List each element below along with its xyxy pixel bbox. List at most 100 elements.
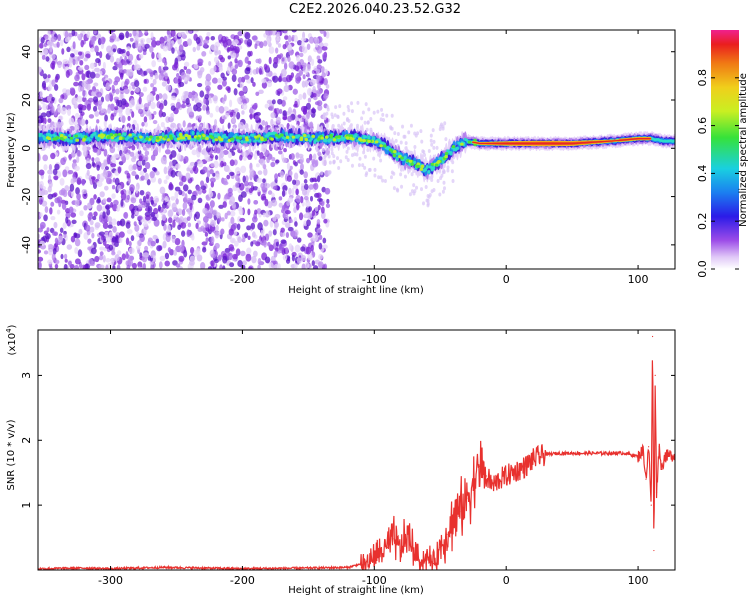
noise-speck: [113, 80, 119, 86]
noise-speck: [116, 57, 120, 65]
noise-speck: [356, 123, 360, 128]
noise-speck: [235, 182, 239, 189]
noise-speck: [381, 178, 385, 183]
noise-speck: [77, 118, 82, 124]
noise-speck: [186, 167, 191, 172]
noise-speck: [202, 216, 209, 223]
noise-speck: [412, 183, 416, 188]
noise-speck: [316, 91, 321, 98]
noise-speck: [149, 171, 155, 179]
noise-speck: [311, 159, 318, 168]
noise-speck: [389, 175, 393, 180]
noise-speck: [145, 194, 150, 200]
noise-speck: [164, 195, 169, 203]
noise-speck: [231, 117, 236, 123]
noise-speck: [184, 91, 190, 96]
noise-speck: [306, 73, 310, 78]
noise-speck: [158, 65, 162, 74]
noise-speck: [126, 194, 130, 201]
noise-speck: [121, 98, 127, 106]
noise-speck: [246, 78, 252, 84]
noise-speck: [38, 233, 41, 239]
noise-speck: [182, 184, 189, 192]
noise-speck: [48, 174, 52, 181]
ridge-highlight: [75, 138, 80, 142]
noise-speck: [316, 55, 321, 60]
noise-speck: [142, 195, 147, 203]
noise-speck: [373, 173, 377, 178]
noise-speck: [93, 30, 97, 35]
noise-speck: [204, 94, 209, 100]
noise-speck: [128, 85, 132, 92]
noise-speck: [320, 171, 324, 176]
noise-speck: [245, 187, 250, 193]
noise-speck: [301, 62, 307, 68]
noise-speck: [356, 100, 360, 105]
noise-speck: [286, 200, 291, 207]
noise-speck: [189, 202, 193, 211]
noise-speck: [326, 198, 330, 204]
noise-speck: [111, 236, 118, 243]
noise-speck: [238, 208, 244, 216]
noise-speck: [93, 67, 100, 73]
ridge-highlight: [332, 138, 337, 142]
noise-speck: [298, 70, 303, 76]
noise-speck: [77, 51, 83, 56]
noise-speck: [38, 153, 41, 162]
noise-speck: [293, 262, 298, 269]
noise-speck: [240, 165, 247, 174]
noise-speck: [176, 73, 180, 78]
noise-speck: [63, 263, 68, 269]
noise-speck: [69, 183, 75, 192]
noise-speck: [275, 159, 280, 164]
noise-speck: [189, 260, 195, 266]
noise-speck: [443, 121, 447, 126]
noise-speck: [237, 59, 243, 68]
noise-speck: [214, 231, 220, 239]
ridge-highlight: [345, 136, 350, 140]
noise-speck: [183, 249, 188, 258]
noise-speck: [74, 199, 80, 207]
noise-speck: [139, 170, 145, 176]
noise-speck: [363, 165, 367, 170]
noise-speck: [163, 179, 168, 185]
noise-speck: [171, 47, 175, 54]
noise-speck: [301, 37, 307, 42]
noise-speck: [136, 64, 141, 71]
ridge-highlight: [304, 137, 309, 142]
noise-speck: [53, 192, 58, 197]
noise-speck: [72, 58, 76, 66]
noise-speck: [115, 99, 120, 107]
noise-speck: [288, 187, 292, 195]
noise-speck: [266, 156, 270, 164]
noise-speck: [99, 191, 105, 198]
noise-speck: [281, 190, 286, 198]
noise-speck: [210, 181, 215, 188]
noise-speck: [137, 160, 142, 166]
noise-speck: [249, 168, 254, 175]
noise-speck: [426, 198, 430, 203]
noise-speck: [393, 131, 397, 136]
noise-speck: [222, 255, 228, 264]
noise-speck: [62, 169, 68, 178]
noise-speck: [110, 163, 117, 168]
noise-speck: [270, 112, 276, 119]
noise-speck: [280, 68, 287, 77]
noise-speck: [126, 46, 131, 51]
noise-speck: [178, 81, 185, 87]
noise-speck: [94, 157, 100, 163]
noise-speck: [73, 97, 78, 105]
noise-speck: [244, 67, 251, 75]
noise-speck: [41, 80, 47, 89]
noise-speck: [53, 110, 58, 117]
noise-speck: [134, 174, 140, 180]
ridge-blob: [88, 138, 92, 142]
noise-speck: [264, 183, 271, 189]
noise-speck: [194, 211, 201, 220]
noise-speck: [210, 35, 216, 41]
noise-speck: [60, 107, 67, 115]
noise-speck: [276, 185, 281, 191]
noise-speck: [144, 161, 151, 170]
noise-speck: [53, 83, 59, 91]
noise-speck: [85, 80, 91, 85]
